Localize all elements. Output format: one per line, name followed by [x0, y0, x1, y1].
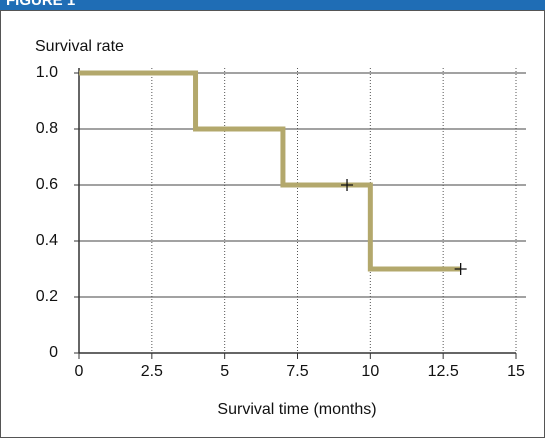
x-tick-label: 12.5: [428, 363, 459, 380]
y-tick-label: 0.6: [36, 176, 58, 193]
censor-mark: [454, 263, 467, 275]
x-tick-label: 10: [361, 363, 379, 380]
y-tick-label: 0.8: [36, 120, 58, 137]
y-axis-label: Survival rate: [35, 38, 124, 55]
x-tick-label: 5: [220, 363, 229, 380]
x-tick-label: 15: [507, 363, 525, 380]
y-tick-label: 0.2: [36, 288, 58, 305]
x-tick-label: 7.5: [286, 363, 308, 380]
header-title: FIGURE 1: [6, 0, 75, 9]
x-axis-label: Survival time (months): [217, 401, 376, 418]
y-tick-label: 1.0: [36, 64, 58, 81]
y-tick-label: 0: [49, 344, 58, 361]
x-tick-label: 2.5: [141, 363, 163, 380]
censor-mark: [341, 179, 354, 191]
survival-curve: [79, 70, 461, 272]
header-bar: [0, 0, 545, 10]
y-tick-label: 0.4: [36, 232, 58, 249]
x-tick-label: 0: [75, 363, 84, 380]
